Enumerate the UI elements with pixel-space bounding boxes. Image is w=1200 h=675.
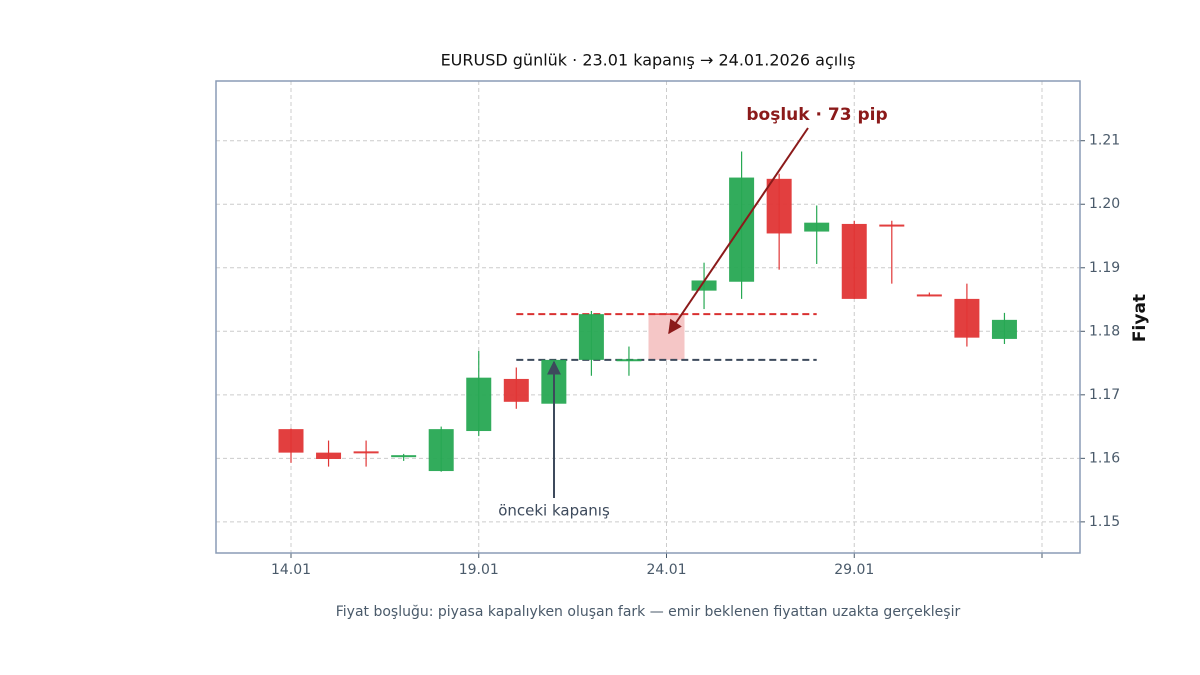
candle-body [391, 455, 417, 458]
annotation-text: boşluk · 73 pip [746, 105, 887, 125]
candle-body [991, 319, 1017, 339]
candle-body [278, 429, 304, 453]
y-tick-label: 1.20 [1089, 196, 1120, 212]
annotation-arrow [668, 127, 809, 335]
candle-body [804, 222, 830, 232]
x-tick-label: 14.01 [271, 562, 311, 578]
candle-body [578, 314, 604, 360]
candle-body [766, 178, 792, 234]
y-tick-label: 1.16 [1089, 450, 1120, 466]
candle-body [353, 451, 379, 454]
candle-body [916, 294, 942, 297]
plot-frame [215, 80, 1081, 554]
candle-body [954, 298, 980, 338]
candle-body [616, 359, 642, 362]
candle-body [879, 224, 905, 227]
candle-body [428, 429, 454, 472]
gap-region [648, 314, 685, 360]
x-tick-label: 24.01 [646, 562, 686, 578]
y-tick-label: 1.18 [1089, 323, 1120, 339]
annotation-text: önceki kapanış [498, 502, 610, 520]
y-tick-label: 1.19 [1089, 260, 1120, 276]
x-tick-label: 29.01 [834, 562, 874, 578]
y-axis-label: Fiyat [1130, 294, 1150, 342]
x-tick-label: 19.01 [459, 562, 499, 578]
candle-body [503, 378, 529, 402]
candle-body [466, 377, 492, 432]
y-tick-label: 1.15 [1089, 514, 1120, 530]
y-tick-label: 1.21 [1089, 133, 1120, 149]
chart-title: EURUSD günlük · 23.01 kapanış → 24.01.20… [441, 51, 856, 70]
candle-body [316, 452, 342, 459]
y-tick-label: 1.17 [1089, 387, 1120, 403]
candle-body [841, 223, 867, 299]
caption: Fiyat boşluğu: piyasa kapalıyken oluşan … [336, 604, 961, 620]
candle-body [729, 177, 755, 282]
candle-body [691, 280, 717, 291]
